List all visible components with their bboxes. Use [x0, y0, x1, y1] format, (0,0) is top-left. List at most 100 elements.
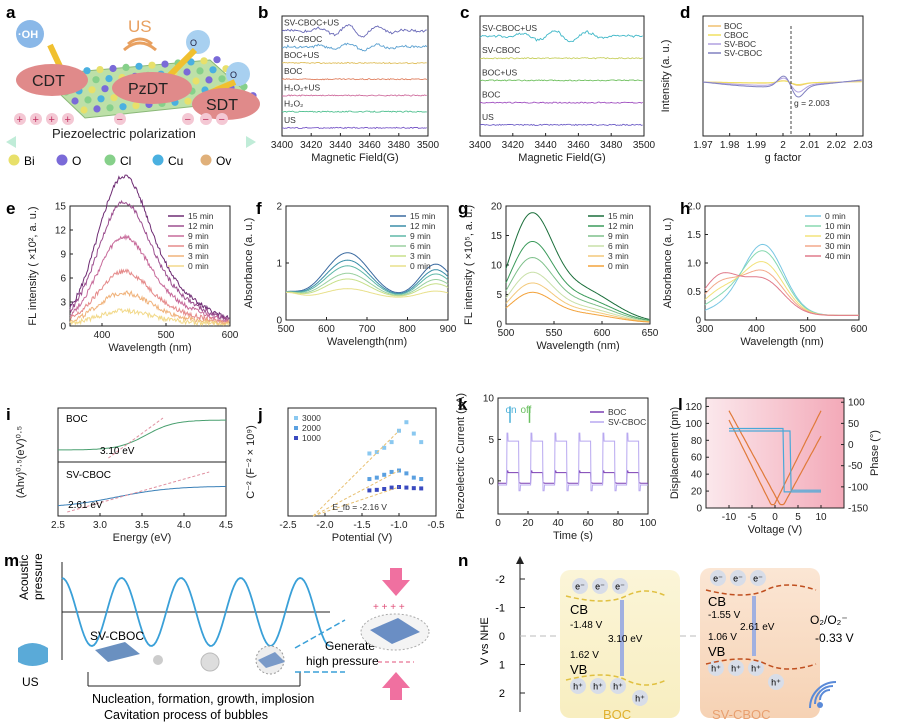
x-tick-label: 500 — [158, 330, 175, 341]
carrier-icon — [612, 578, 628, 594]
charge-circle — [216, 113, 228, 125]
series-line-9 min — [286, 265, 449, 295]
x-tick-label: 80 — [612, 518, 624, 529]
series-label: BOC+US — [284, 50, 320, 60]
x-axis-label: Magnetic Field(G) — [311, 152, 398, 164]
panel-c-label: c — [460, 3, 469, 22]
legend-label: 6 min — [410, 241, 431, 251]
x-tick-label: 10 — [815, 512, 827, 523]
m-svcboc-label: SV-CBOC — [90, 629, 144, 643]
boc-vb-value: 1.62 V — [570, 650, 599, 661]
x-tick-label: 60 — [582, 518, 594, 529]
series-line-BOC+US — [281, 61, 427, 65]
x-tick-label: 400 — [748, 324, 765, 335]
data-point — [382, 472, 387, 477]
series-line-SV-CBOC — [281, 42, 428, 52]
x-tick-label: 500 — [498, 328, 515, 339]
carrier-label: h⁺ — [613, 682, 623, 692]
x-axis-label: Potential (V) — [332, 532, 393, 544]
y-tick-label: 10 — [491, 261, 503, 272]
legend-label-Cl: Cl — [120, 154, 131, 168]
x-tick-label: 500 — [799, 324, 816, 335]
carrier-label: e⁻ — [575, 582, 585, 592]
y-axis-label: Displacement (pm) — [669, 407, 681, 499]
legend-label: 20 min — [825, 231, 851, 241]
charge-plus: + — [33, 114, 39, 126]
carrier-label: h⁺ — [771, 678, 781, 688]
n-tick-label: 1 — [499, 660, 505, 672]
x-axis-label: Voltage (V) — [748, 524, 802, 536]
superoxide-icon — [186, 30, 210, 54]
data-point — [419, 477, 424, 482]
series-line-15 min — [69, 174, 230, 321]
x-tick-label: 2.01 — [800, 140, 820, 151]
series-label: SV-CBOC — [284, 34, 322, 44]
x-tick-label: -5 — [748, 512, 757, 523]
legend-swatch-Cl — [104, 154, 116, 166]
data-point — [367, 451, 372, 456]
legend-label: 9 min — [410, 231, 431, 241]
data-point — [419, 486, 424, 491]
atom — [97, 95, 105, 103]
m-ylabel-1: Acoustic — [17, 555, 31, 600]
x-tick-label: 20 — [522, 518, 534, 529]
legend-label: 9 min — [608, 231, 629, 241]
y-tick-label: 40 — [691, 470, 703, 481]
x-tick-label: 1.98 — [720, 140, 740, 151]
svcboc-box-label: SV-CBOC — [712, 707, 771, 722]
legend-label: 9 min — [188, 231, 209, 241]
x-tick-label: 3460 — [567, 140, 590, 151]
fit-line — [313, 486, 400, 517]
series-line-BOC+US — [479, 79, 643, 82]
carrier-icon — [708, 660, 724, 676]
atom — [83, 67, 91, 75]
x-tick-label: 5 — [795, 512, 801, 523]
data-point — [374, 475, 379, 480]
panel-a: a ·OH US O O CDT PzDT SDT + + + + − − − − Piezo… — [6, 3, 260, 168]
n-axis-arrow — [516, 556, 524, 564]
superoxide-icon-2 — [226, 62, 250, 86]
sv-vb-value: 1.06 V — [708, 632, 737, 643]
y-tick-label: 80 — [691, 436, 703, 447]
charge-minus: − — [219, 114, 225, 126]
atom — [135, 62, 143, 70]
legend-label-O: O — [72, 154, 81, 168]
legend-label: 10 min — [825, 221, 851, 231]
series-line-6 min — [285, 272, 449, 296]
panel-b-label: b — [258, 3, 268, 22]
carrier-icon — [710, 570, 726, 586]
x-tick-label: -2.0 — [316, 520, 334, 531]
x-tick-label: 0 — [495, 518, 501, 529]
panel-c: c 3400 3420 3440 3460 3480 3500 Magnetic Field(… — [460, 3, 656, 164]
g-annotation: g = 2.003 — [794, 98, 830, 108]
legend-label: 12 min — [608, 221, 634, 231]
y-tick-label: 0 — [695, 316, 701, 327]
x-tick-label: 600 — [222, 330, 239, 341]
legend-label: 6 min — [188, 241, 209, 251]
y-tick-label: 2.0 — [687, 202, 701, 213]
x-tick-label: 0 — [772, 512, 778, 523]
oh-radical-icon — [16, 20, 44, 48]
x-tick-label: 2.5 — [51, 520, 65, 531]
series-label: US — [482, 112, 494, 122]
carrier-label: e⁻ — [713, 574, 723, 584]
charge-circle — [182, 113, 194, 125]
x-tick-label: -1.5 — [353, 520, 371, 531]
x-tick-label: 550 — [546, 328, 563, 339]
y-tick-label: 9 — [60, 250, 66, 261]
legend-label: 12 min — [188, 221, 214, 231]
series-line-12 min — [505, 241, 650, 321]
charge-circle — [62, 113, 74, 125]
series-line-9 min — [69, 233, 230, 324]
charge-circle — [114, 113, 126, 125]
us-label: US — [128, 17, 152, 36]
legend-swatch — [294, 436, 298, 440]
y-axis-label: (Ahv)⁰·⁵(eV)⁰·⁵ — [15, 426, 27, 498]
y-tick-label: 15 — [491, 231, 503, 242]
panel-k-label: k — [458, 395, 468, 414]
series-line-SV-CBOC+US — [281, 24, 427, 38]
series-label: US — [284, 115, 296, 125]
boc-box-label: BOC — [603, 707, 631, 722]
panel-l-label: l — [678, 395, 683, 414]
data-point — [404, 485, 409, 490]
